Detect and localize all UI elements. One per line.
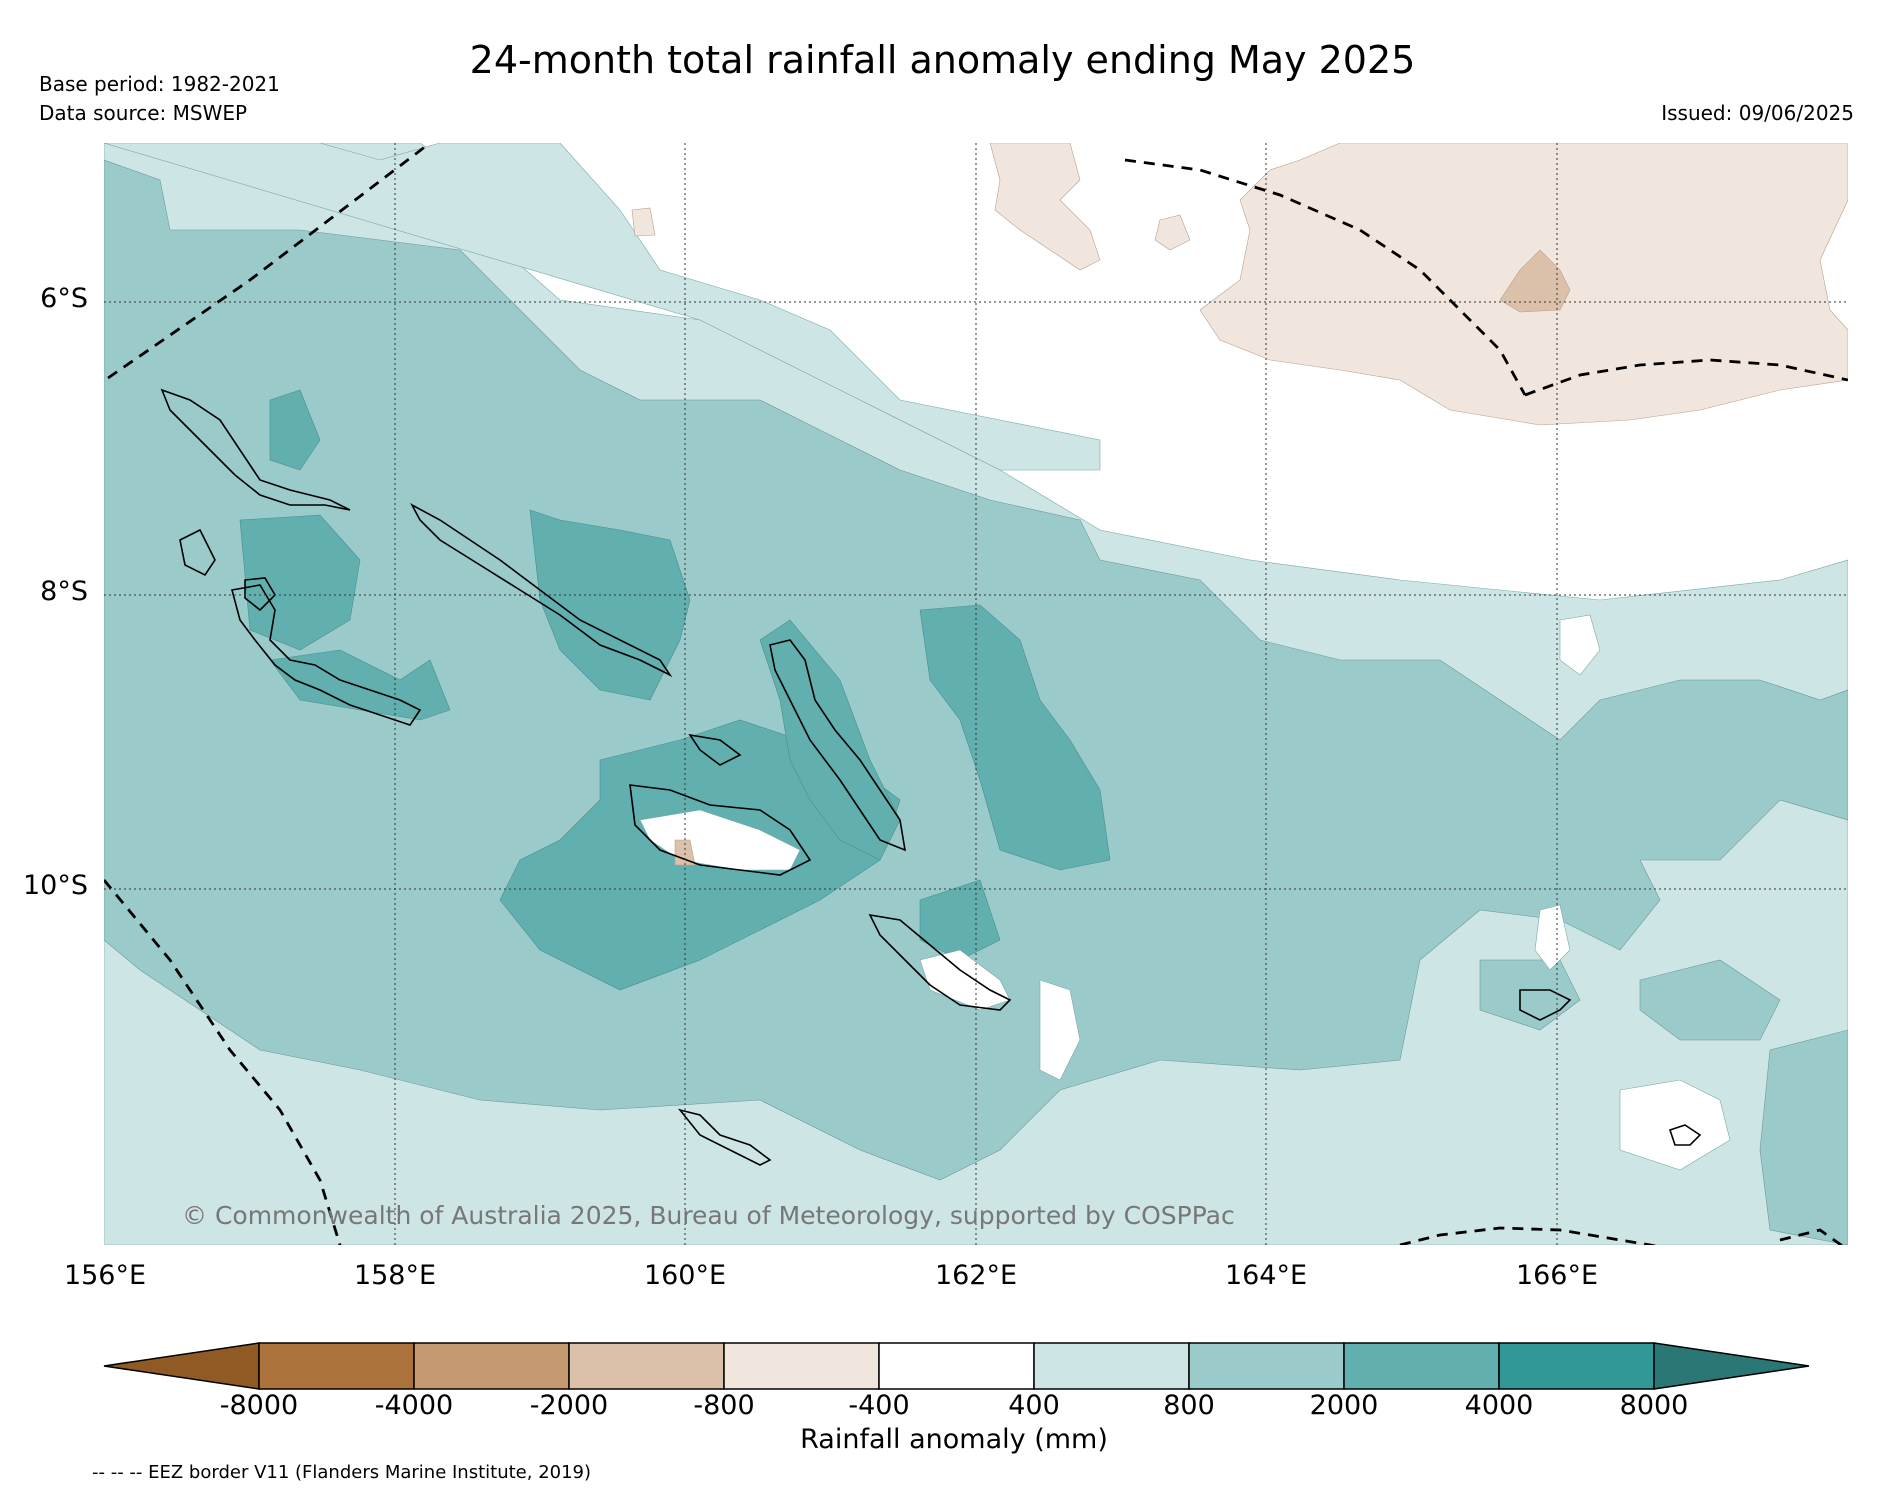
map-title: 24-month total rainfall anomaly ending M… [469, 38, 1416, 82]
colorbar-tick-label: -2000 [529, 1390, 609, 1421]
anomaly-band-neutral-c [1619, 1079, 1731, 1171]
colorbar-title: Rainfall anomaly (mm) [800, 1424, 1108, 1455]
colorbar-tick-label: 800 [1163, 1390, 1215, 1421]
colorbar-segment-6 [1033, 1342, 1190, 1390]
anomaly-band-neutral-f [1559, 614, 1601, 676]
lat-label-6s: 6°S [40, 283, 88, 314]
colorbar-segment-4 [723, 1342, 880, 1390]
colorbar-segment-8 [1343, 1342, 1500, 1390]
lon-label-158e: 158°E [353, 1260, 437, 1291]
colorbar-segment-2 [413, 1342, 570, 1390]
copyright-notice: © Commonwealth of Australia 2025, Bureau… [182, 1201, 1235, 1230]
colorbar-tick-label: -400 [848, 1390, 910, 1421]
colorbar-tick-label: 8000 [1619, 1390, 1689, 1421]
lat-label-10s: 10°S [23, 870, 88, 901]
anomaly-band-2000-4000-b [239, 514, 361, 651]
eez-footnote: -- -- -- EEZ border V11 (Flanders Marine… [92, 1462, 592, 1483]
eez-borders [104, 143, 1848, 1245]
colorbar-segment-1 [258, 1342, 415, 1390]
colorbar-extend-high [1653, 1342, 1810, 1390]
anomaly-band-400-800-north [104, 143, 1101, 471]
colorbar-segment-3 [568, 1342, 725, 1390]
colorbar-tick-label: 2000 [1309, 1390, 1379, 1421]
anomaly-band-neg-400-800-c [1154, 214, 1191, 251]
issued-date: Issued: 09/06/2025 [1661, 101, 1854, 125]
anomaly-band-neg-800-2000 [1499, 249, 1571, 313]
colorbar-segment-9 [1498, 1342, 1655, 1390]
coastlines [160, 388, 1702, 1166]
colorbar-extend-low [103, 1342, 260, 1390]
anomaly-band-neg-400-800-b [989, 143, 1101, 271]
anomaly-band-2000-4000-d [529, 509, 691, 701]
lon-label-162e: 162°E [934, 1260, 1018, 1291]
colorbar-segment-7 [1188, 1342, 1345, 1390]
colorbar-tick-label: -4000 [374, 1390, 454, 1421]
base-period-note: Base period: 1982-2021 [39, 72, 280, 96]
colorbar-tick-label: 4000 [1464, 1390, 1534, 1421]
anomaly-band-800-2000-east [1639, 959, 1781, 1041]
lon-label-166e: 166°E [1515, 1260, 1599, 1291]
lon-label-156e: 156°E [63, 1260, 147, 1291]
lon-label-164e: 164°E [1224, 1260, 1308, 1291]
colorbar-segment-5 [878, 1342, 1035, 1390]
lon-label-160e: 160°E [643, 1260, 727, 1291]
anomaly-band-neg-400-800-d [631, 207, 656, 237]
anomaly-band-2000-4000-g [759, 619, 901, 861]
anomaly-band-2000-4000-a [269, 389, 321, 471]
anomaly-band-2000-4000-h [919, 879, 1001, 961]
graticule [104, 143, 1848, 1245]
anomaly-band-neutral-e [1534, 904, 1571, 971]
lat-label-8s: 8°S [40, 576, 88, 607]
data-source-note: Data source: MSWEP [39, 101, 248, 125]
colorbar-tick-label: 400 [1008, 1390, 1060, 1421]
colorbar [103, 1342, 1810, 1390]
colorbar-tick-label: -800 [693, 1390, 755, 1421]
anomaly-band-neutral-d [1039, 979, 1081, 1081]
anomaly-band-2000-4000-e [919, 604, 1111, 871]
colorbar-tick-label: -8000 [219, 1390, 299, 1421]
anomaly-band-800-2000-southeast [1759, 1029, 1848, 1245]
